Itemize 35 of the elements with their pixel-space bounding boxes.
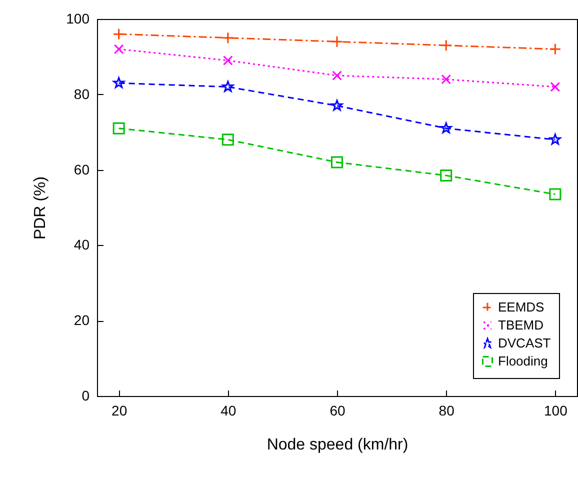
point <box>440 169 452 182</box>
y-axis-title: PDR (%) <box>32 176 50 240</box>
point <box>549 134 561 145</box>
point <box>222 32 234 44</box>
legend-label: TBEMD <box>498 318 544 332</box>
legend-label: DVCAST <box>498 336 551 350</box>
point <box>114 44 124 54</box>
point <box>332 70 342 80</box>
point <box>222 80 234 92</box>
point <box>440 122 452 134</box>
point <box>113 77 125 88</box>
point <box>331 100 343 111</box>
point <box>549 43 562 56</box>
x-tick-label: 20 <box>112 402 128 418</box>
x-tick-label: 100 <box>544 402 568 418</box>
legend-label: Flooding <box>498 354 548 368</box>
x-tick-label: 40 <box>220 402 236 418</box>
x-tick-label: 60 <box>330 402 346 418</box>
point <box>550 82 560 92</box>
point <box>441 74 452 84</box>
y-tick-label: 80 <box>74 86 90 102</box>
point <box>331 156 343 168</box>
y-tick-label: 60 <box>74 161 90 178</box>
point <box>222 134 234 146</box>
point <box>222 56 233 66</box>
x-tick-label: 80 <box>438 402 455 418</box>
point <box>331 36 343 48</box>
point <box>549 188 562 200</box>
y-tick-label: 40 <box>74 236 90 253</box>
legend-label: EEMDS <box>498 300 545 314</box>
y-tick-label: 20 <box>74 312 90 328</box>
x-axis-title: Node speed (km/hr) <box>266 436 408 454</box>
point <box>112 122 125 134</box>
y-tick-label: 100 <box>66 10 90 26</box>
y-tick-label: 0 <box>82 388 90 404</box>
